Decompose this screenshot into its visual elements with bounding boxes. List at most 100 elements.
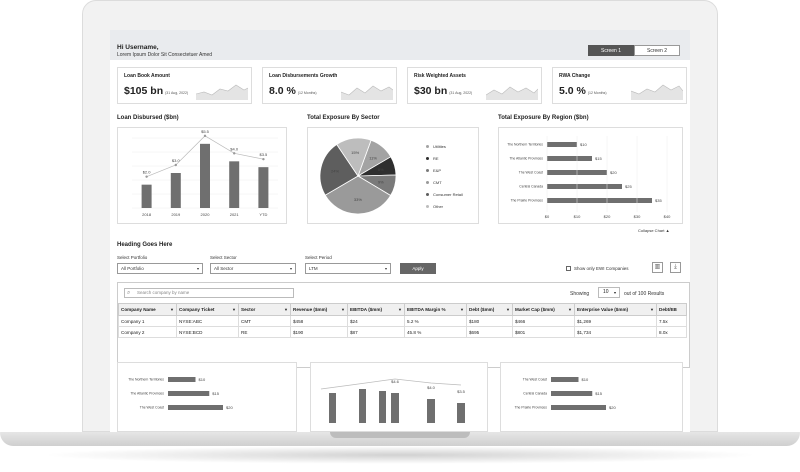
column-header-label: Company Name [121, 307, 156, 312]
table-cell: $1,734 [574, 326, 657, 338]
trend-point [145, 175, 148, 178]
x-tick-label: $0 [545, 214, 550, 219]
legend-item: CMT [426, 180, 442, 185]
chevron-down-icon: ▾ [196, 266, 199, 271]
search-icon: ⌕ [127, 290, 131, 296]
table-row[interactable]: Company 1 NYSE:ABC CMT $458 $24 5.2 % $180 $466… [118, 315, 687, 327]
table-view-icon[interactable]: ▥ [652, 262, 663, 273]
kpi-date: (12 Months) [297, 91, 317, 95]
bar-2018 [141, 184, 152, 208]
kpi-date: (31 Aug, 2022) [449, 91, 473, 95]
table-cell: $24 [347, 315, 405, 327]
portfolio-select[interactable]: All Portfolio ▾ [117, 263, 203, 274]
section-title-loan-disbursed: Loan Disbursed ($bn) [117, 115, 179, 121]
x-tick-label: YTD [259, 212, 267, 217]
search-placeholder: Search company by name [137, 290, 190, 295]
column-header[interactable]: Sector ▼ [238, 303, 291, 316]
sector-pie-chart: 11% 8% 9% 33% 24% 15% [319, 137, 397, 215]
column-header-label: Revenue ($mm) [293, 307, 328, 312]
filter-icon[interactable]: ▼ [506, 307, 510, 312]
table-header-row: Company Name ▼ Company Ticket ▼ Sector ▼ Reven… [118, 303, 687, 316]
filter-icon[interactable]: ▼ [284, 307, 288, 312]
download-icon[interactable]: ⤓ [670, 262, 681, 273]
bottom-bar-chart: $4.6 $4.0 $3.5 [320, 378, 466, 423]
column-header[interactable]: Debt/EB [656, 303, 687, 316]
filter-icon[interactable]: ▼ [170, 307, 174, 312]
kpi-value: $30 bn [414, 85, 448, 97]
column-header[interactable]: Company Ticket ▼ [176, 303, 239, 316]
filter-icon[interactable]: ▼ [650, 307, 654, 312]
filter-icon[interactable]: ▼ [568, 307, 572, 312]
column-header[interactable]: Enterprise Value ($mm) ▼ [574, 303, 657, 316]
legend-item: Utilities [426, 144, 446, 149]
table-cell: $87 [347, 326, 405, 338]
filter-icon[interactable]: ▼ [398, 307, 402, 312]
x-tick-label: 2019 [171, 212, 181, 217]
data-label: $2.0 [143, 170, 152, 175]
page-size-select[interactable]: 10 ▾ [598, 287, 620, 298]
chevron-down-icon: ▾ [384, 266, 387, 271]
table-cell: $180 [466, 315, 513, 327]
column-header[interactable]: Revenue ($mm) ▼ [290, 303, 348, 316]
data-label: $20 [226, 405, 233, 410]
column-header-label: Company Ticket [179, 307, 215, 312]
bar-2020 [200, 143, 210, 208]
x-tick-label: $20 [604, 214, 611, 219]
table-cell: $1,269 [574, 315, 657, 327]
page-size-value: 10 [603, 289, 609, 295]
region-bar [547, 156, 592, 161]
column-header[interactable]: EBITDA Margin % ▼ [404, 303, 467, 316]
x-tick-label: 2020 [201, 212, 211, 217]
column-header[interactable]: EBITDA ($mm) ▼ [347, 303, 405, 316]
filter-icon[interactable]: ▼ [341, 307, 345, 312]
sparkline-icon [341, 85, 393, 100]
data-label: $4.0 [230, 146, 239, 151]
region-bar [168, 391, 210, 396]
bar [427, 399, 435, 423]
laptop-notch [330, 432, 470, 438]
company-table-panel: ⌕ Search company by name Showing 10 ▾ out … [117, 282, 690, 368]
filter-icon[interactable]: ▼ [232, 307, 236, 312]
column-header[interactable]: Market Cap ($mm) ▼ [512, 303, 575, 316]
apply-button[interactable]: Apply [400, 263, 436, 274]
data-label: $20 [609, 405, 616, 410]
loan-disbursed-chart: 2018 $2.0 2019 $3.0 2020 $5.5 2021 $4.0 YTD $3.5 [132, 129, 278, 217]
data-label: $10 [580, 142, 587, 147]
y-tick-label: The West Coast [140, 406, 164, 410]
filter-label-period: Select Period [305, 255, 332, 260]
search-input[interactable]: ⌕ Search company by name [124, 288, 294, 298]
trend-point [233, 152, 236, 155]
table-row[interactable]: Company 2 NYSE:BCD RE $190 $87 45.8 % $695 $801… [118, 326, 687, 338]
column-header[interactable]: Debt ($mm) ▼ [466, 303, 513, 316]
column-header-label: EBITDA Margin % [407, 307, 446, 312]
data-label: $15 [595, 156, 602, 161]
tab-screen-1[interactable]: Screen 1 [588, 45, 634, 56]
x-tick-label: $40 [664, 214, 671, 219]
data-label: $3.5 [260, 152, 269, 157]
legend-item: Other [426, 204, 443, 209]
sector-select-value: All Sector [214, 266, 234, 271]
period-select[interactable]: LTM ▾ [305, 263, 391, 274]
table-cell: 5.2 % [404, 315, 467, 327]
ewi-toggle[interactable]: Show only EWI Companies [566, 266, 629, 272]
kpi-date: (12 Months) [587, 91, 607, 95]
region-panel: The Northern Territories $10 The Atlantic … [498, 127, 683, 224]
sparkline-icon [486, 86, 538, 100]
kpi-title: RWA Change [559, 73, 591, 79]
y-tick-label: The Atlantic Provinces [130, 392, 164, 396]
legend-label: E&P [433, 168, 442, 173]
checkbox-icon[interactable] [566, 266, 571, 272]
y-tick-label: Central Canada [523, 392, 547, 396]
legend-item: E&P [426, 168, 441, 173]
y-tick-label: The Northern Territories [507, 143, 543, 147]
showing-label: Showing [570, 291, 590, 297]
legend-label: Other [433, 204, 444, 209]
collapse-chart-link[interactable]: Collapse Chart ▲ [638, 228, 670, 233]
column-header[interactable]: Company Name ▼ [118, 303, 177, 316]
filter-icon[interactable]: ▼ [460, 307, 464, 312]
bar-YTD [258, 167, 269, 208]
section-title-exposure-sector: Total Exposure By Sector [307, 115, 380, 121]
sector-select[interactable]: All Sector ▾ [210, 263, 296, 274]
tab-screen-2[interactable]: Screen 2 [634, 45, 680, 56]
data-label: $4.6 [391, 379, 400, 384]
